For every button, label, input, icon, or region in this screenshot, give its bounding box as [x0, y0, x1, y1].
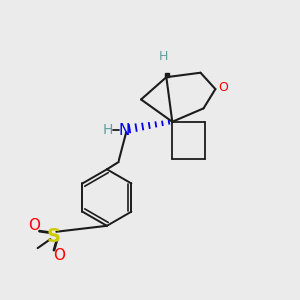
Text: O: O [53, 248, 65, 263]
Text: H: H [159, 50, 168, 63]
Text: O: O [28, 218, 40, 233]
Text: H: H [103, 123, 113, 137]
Text: O: O [218, 81, 228, 94]
Text: S: S [46, 227, 60, 246]
Text: N: N [118, 123, 130, 138]
